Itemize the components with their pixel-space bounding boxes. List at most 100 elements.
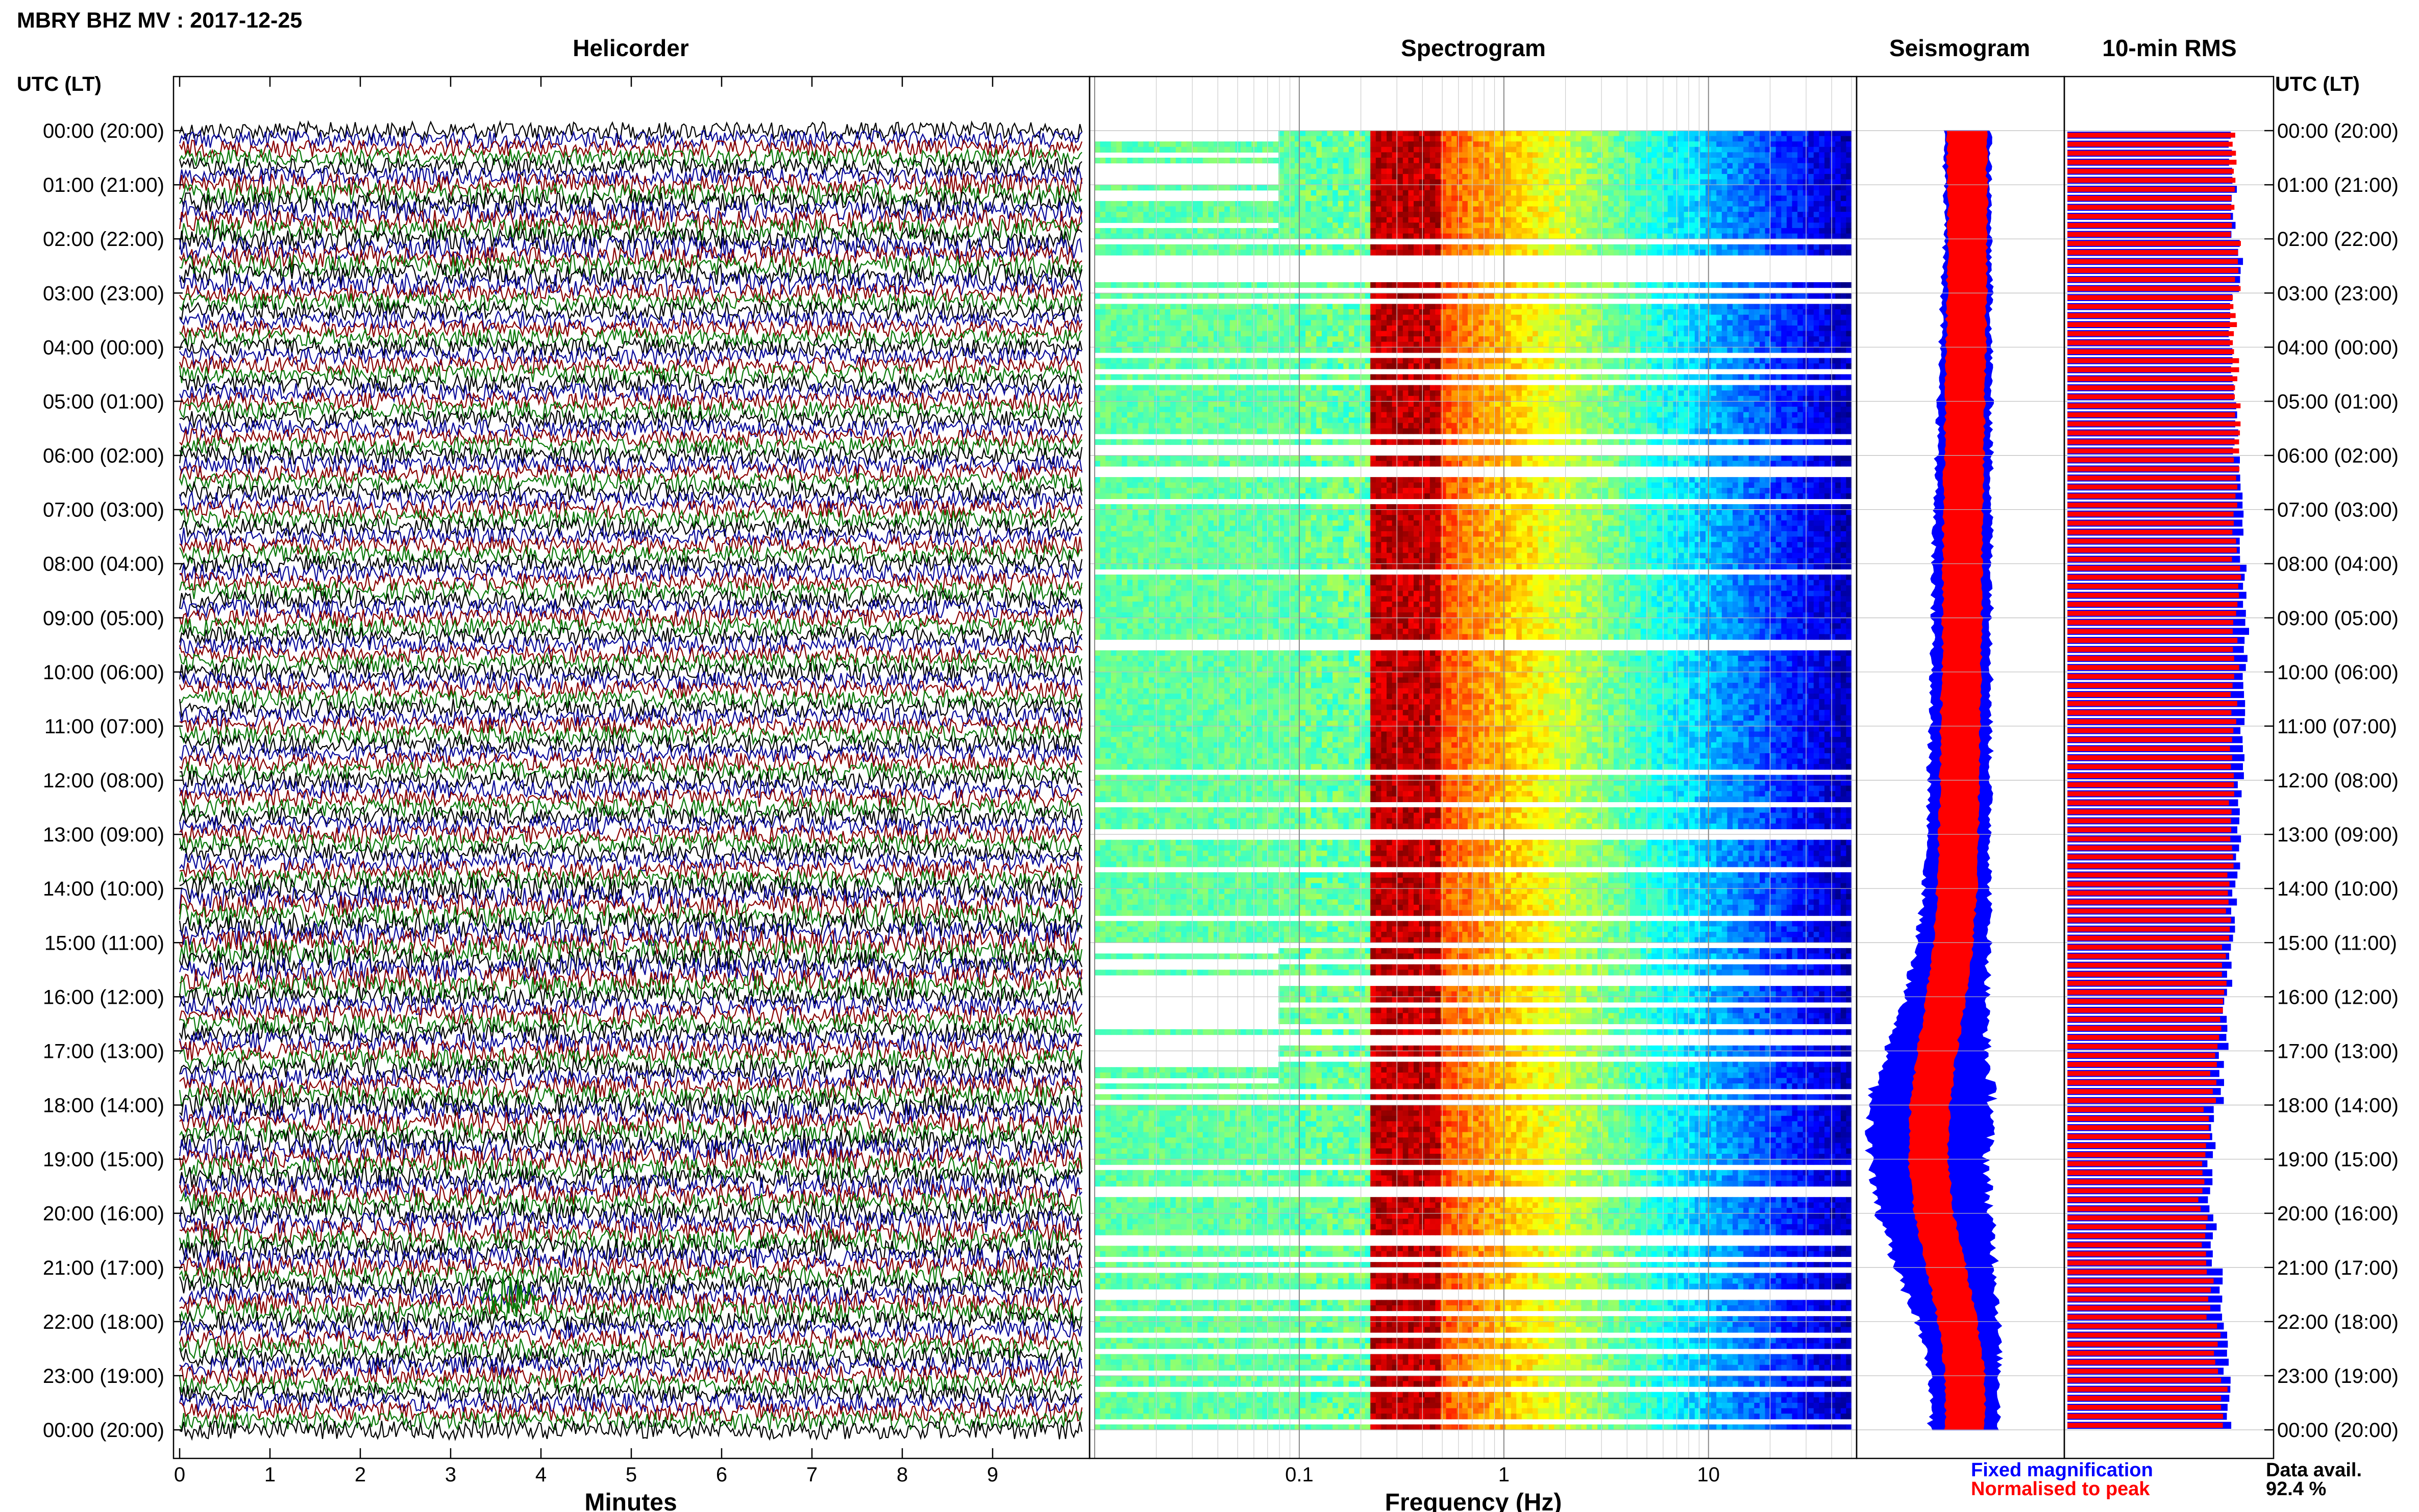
spectrogram-cell	[1835, 228, 1841, 234]
spectrogram-cell	[1824, 222, 1830, 228]
spectrogram-cell	[1159, 207, 1165, 212]
spectrogram-cell	[1754, 212, 1760, 217]
spectrogram-cell	[1776, 207, 1782, 212]
spectrogram-cell	[1365, 180, 1371, 185]
spectrogram-cell	[1170, 228, 1176, 234]
spectrogram-cell	[1343, 147, 1349, 153]
spectrogram-cell	[1770, 228, 1776, 234]
spectrogram-cell	[1262, 158, 1268, 163]
spectrogram-cell	[1516, 163, 1522, 169]
spectrogram-cell	[1354, 168, 1360, 174]
spectrogram-cell	[1814, 195, 1819, 201]
spectrogram-cell	[1841, 168, 1846, 174]
spectrogram-cell	[1305, 190, 1311, 196]
spectrogram-cell	[1814, 158, 1819, 163]
spectrogram-cell	[1505, 136, 1511, 142]
spectrogram-cell	[1679, 228, 1684, 234]
spectrogram-cell	[1305, 207, 1311, 212]
spectrogram-cell	[1403, 222, 1409, 228]
spectrogram-cell	[1776, 168, 1782, 174]
spectrogram-cell	[1587, 180, 1592, 185]
spectrogram-cell	[1360, 201, 1365, 207]
spectrogram-cell	[1446, 163, 1452, 169]
spectrogram-cell	[1527, 147, 1533, 153]
spectrogram-cell	[1435, 158, 1441, 163]
spectrogram-cell	[1430, 212, 1436, 217]
spectrogram-cell	[1554, 168, 1560, 174]
spectrogram-cell	[1349, 174, 1354, 180]
spectrogram-cell	[1251, 147, 1257, 153]
spectrogram-cell	[1387, 222, 1392, 228]
spectrogram-cell	[1841, 136, 1846, 142]
spectrogram-cell	[1603, 147, 1609, 153]
spectrogram-cell	[1100, 207, 1106, 212]
spectrogram-cell	[1738, 195, 1744, 201]
spectrogram-cell	[1441, 152, 1446, 158]
spectrogram-cell	[1414, 141, 1419, 147]
spectrogram-cell	[1743, 195, 1749, 201]
spectrogram-cell	[1668, 234, 1673, 239]
spectrogram-cell	[1835, 136, 1841, 142]
spectrogram-cell	[1516, 158, 1522, 163]
spectrogram-cell	[1689, 168, 1695, 174]
spectrogram-cell	[1154, 212, 1160, 217]
spectrogram-cell	[1587, 152, 1592, 158]
spectrogram-cell	[1554, 180, 1560, 185]
spectrogram-cell	[1760, 217, 1765, 223]
spectrogram-cell	[1560, 180, 1565, 185]
spectrogram-cell	[1187, 228, 1192, 234]
spectrogram-cell	[1354, 147, 1360, 153]
spectrogram-cell	[1841, 158, 1846, 163]
spectrogram-cell	[1733, 163, 1738, 169]
spectrogram-cell	[1711, 207, 1717, 212]
spectrogram-cell	[1484, 195, 1490, 201]
spectrogram-cell	[1803, 147, 1809, 153]
spectrogram-cell	[1711, 158, 1717, 163]
spectrogram-cell	[1165, 207, 1171, 212]
spectrogram-cell	[1533, 185, 1538, 190]
spectrogram-cell	[1603, 131, 1609, 136]
spectrogram-cell	[1603, 168, 1609, 174]
spectrogram-cell	[1246, 141, 1252, 147]
spectrogram-cell	[1754, 180, 1760, 185]
spectrogram-cell	[1424, 174, 1430, 180]
spectrogram-cell	[1457, 234, 1463, 239]
spectrogram-cell	[1603, 195, 1609, 201]
spectrogram-cell	[1143, 158, 1149, 163]
spectrogram-cell	[1100, 201, 1106, 207]
spectrogram-cell	[1473, 212, 1479, 217]
spectrogram-cell	[1716, 168, 1722, 174]
spectrogram-cell	[1397, 222, 1403, 228]
spectrogram-cell	[1522, 168, 1527, 174]
spectrogram-cell	[1414, 158, 1419, 163]
spectrogram-cell	[1143, 207, 1149, 212]
spectrogram-cell	[1370, 195, 1376, 201]
spectrogram-cell	[1473, 168, 1479, 174]
spectrogram-cell	[1776, 222, 1782, 228]
spectrogram-cell	[1214, 185, 1219, 190]
spectrogram-cell	[1603, 207, 1609, 212]
spectrogram-cell	[1327, 141, 1333, 147]
spectrogram-cell	[1608, 234, 1614, 239]
spectrogram-cell	[1668, 152, 1673, 158]
spectrogram-cell	[1403, 163, 1409, 169]
spectrogram-cell	[1446, 174, 1452, 180]
spectrogram-cell	[1522, 147, 1527, 153]
spectrogram-cell	[1419, 141, 1425, 147]
spectrogram-cell	[1824, 207, 1830, 212]
spectrogram-cell	[1554, 222, 1560, 228]
spectrogram-cell	[1760, 185, 1765, 190]
spectrogram-cell	[1159, 158, 1165, 163]
spectrogram-cell	[1430, 228, 1436, 234]
spectrogram-cell	[1711, 201, 1717, 207]
spectrogram-cell	[1360, 163, 1365, 169]
spectrogram-cell	[1457, 190, 1463, 196]
spectrogram-cell	[1522, 136, 1527, 142]
spectrogram-cell	[1630, 234, 1636, 239]
spectrogram-cell	[1581, 217, 1587, 223]
spectrogram-cell	[1549, 141, 1554, 147]
spectrogram-cell	[1127, 141, 1133, 147]
spectrogram-cell	[1695, 158, 1700, 163]
spectrogram-cell	[1695, 174, 1700, 180]
spectrogram-cell	[1803, 234, 1809, 239]
